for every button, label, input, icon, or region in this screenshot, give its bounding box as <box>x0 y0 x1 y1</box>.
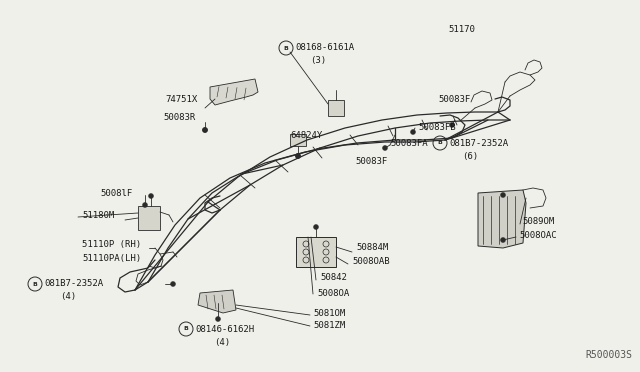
Circle shape <box>202 128 207 132</box>
Circle shape <box>148 193 154 199</box>
Text: 51110P (RH): 51110P (RH) <box>82 241 141 250</box>
Text: (4): (4) <box>214 337 230 346</box>
Text: R500003S: R500003S <box>585 350 632 360</box>
FancyBboxPatch shape <box>296 237 336 267</box>
Text: 51180M: 51180M <box>82 211 115 219</box>
Text: 50083F: 50083F <box>438 96 470 105</box>
FancyBboxPatch shape <box>328 100 344 116</box>
Circle shape <box>202 128 207 132</box>
Text: 50083R: 50083R <box>164 113 196 122</box>
Text: 5081OM: 5081OM <box>313 308 345 317</box>
Text: 50842: 50842 <box>320 273 347 282</box>
Circle shape <box>314 224 319 230</box>
Text: 50083FA: 50083FA <box>390 138 428 148</box>
Text: B: B <box>33 282 37 286</box>
Text: 5008OAB: 5008OAB <box>352 257 390 266</box>
Text: 50884M: 50884M <box>356 244 388 253</box>
Text: 50083F: 50083F <box>355 157 387 167</box>
Circle shape <box>216 317 221 321</box>
Polygon shape <box>198 290 236 313</box>
Text: B: B <box>184 327 188 331</box>
Circle shape <box>170 282 175 286</box>
Text: 74751X: 74751X <box>166 96 198 105</box>
Text: 5081ZM: 5081ZM <box>313 321 345 330</box>
Circle shape <box>143 202 147 208</box>
Text: 51110PA(LH): 51110PA(LH) <box>82 253 141 263</box>
Text: (4): (4) <box>60 292 76 301</box>
FancyBboxPatch shape <box>290 134 306 146</box>
Text: (6): (6) <box>462 151 478 160</box>
Text: 50083FB: 50083FB <box>418 124 456 132</box>
Text: B: B <box>438 141 442 145</box>
Text: 08146-6162H: 08146-6162H <box>195 324 254 334</box>
Circle shape <box>500 237 506 243</box>
Circle shape <box>500 192 506 198</box>
FancyBboxPatch shape <box>138 206 160 230</box>
Text: (3): (3) <box>310 55 326 64</box>
Circle shape <box>383 145 387 151</box>
Text: 081B7-2352A: 081B7-2352A <box>44 279 103 289</box>
Text: 081B7-2352A: 081B7-2352A <box>449 138 508 148</box>
Text: 08168-6161A: 08168-6161A <box>295 44 354 52</box>
Polygon shape <box>478 190 526 248</box>
Text: 5089OM: 5089OM <box>522 218 554 227</box>
Circle shape <box>410 129 415 135</box>
Text: 5008OA: 5008OA <box>317 289 349 298</box>
Circle shape <box>296 154 301 158</box>
Circle shape <box>296 154 301 158</box>
Circle shape <box>449 122 454 128</box>
Text: 51170: 51170 <box>448 26 475 35</box>
Text: 64824Y: 64824Y <box>290 131 323 140</box>
Text: 5008OAC: 5008OAC <box>519 231 557 241</box>
Polygon shape <box>210 79 258 105</box>
Text: 5008lF: 5008lF <box>100 189 132 198</box>
Text: B: B <box>284 45 289 51</box>
